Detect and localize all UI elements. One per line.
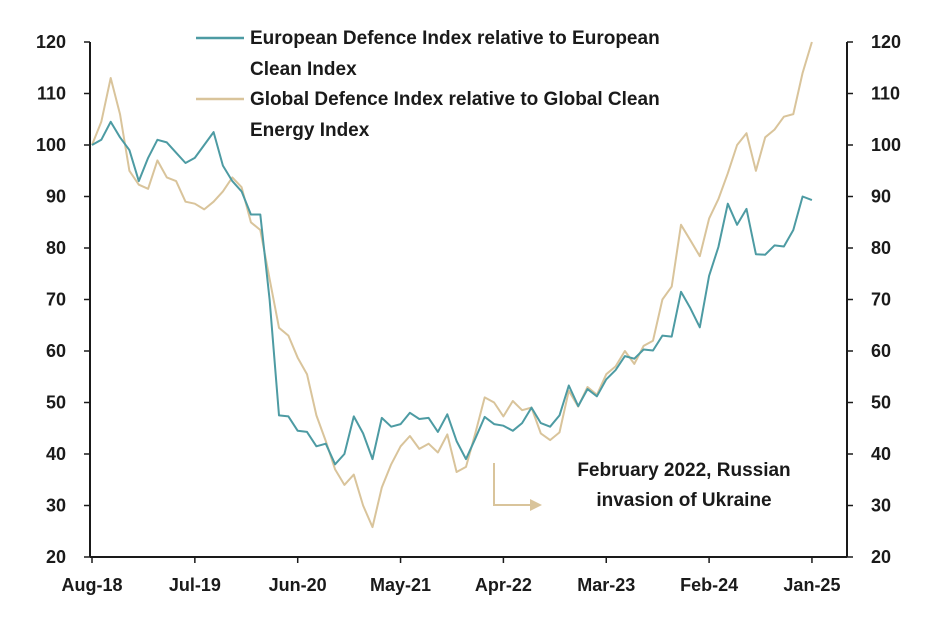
annotation-line-2: invasion of Ukrainе	[596, 490, 771, 511]
x-tick-label: May-21	[370, 575, 431, 595]
left-y-tick-label: 100	[36, 135, 66, 155]
left-y-tick-label: 90	[46, 187, 66, 207]
right-y-tick-label: 30	[871, 496, 891, 516]
x-tick-label: Mar-23	[577, 575, 635, 595]
right-y-tick-label: 100	[871, 135, 901, 155]
left-y-tick-label: 60	[46, 341, 66, 361]
right-y-tick-label: 90	[871, 187, 891, 207]
legend-label-european-line1: European Defence Index relative to Europ…	[250, 28, 660, 49]
left-y-tick-label: 110	[37, 84, 66, 104]
legend-label-global-line1: Global Defence Index relative to Global …	[250, 89, 660, 110]
left-y-tick-label: 80	[46, 238, 66, 258]
series-line-global: Global Defence Index relative to Global …	[91, 41, 813, 529]
x-tick-label: Jan-25	[783, 575, 840, 595]
series-layer: Global Defence Index relative to Global …	[91, 41, 813, 529]
right-y-tick-label: 110	[871, 84, 900, 104]
left-y-tick-label: 50	[46, 393, 66, 413]
legend-label-global-line2: Energy Index	[250, 120, 370, 141]
right-y-tick-label: 60	[871, 341, 891, 361]
x-axis: Aug-18 Jul-19 Jun-20 May-21 Apr-22 Mar-23 Feb-…	[61, 556, 847, 595]
annotation-arrowhead	[530, 499, 542, 511]
right-y-tick-label: 120	[871, 32, 901, 52]
right-y-tick-label: 80	[871, 238, 891, 258]
x-tick-label: Jul-19	[169, 575, 221, 595]
right-y-tick-label: 40	[871, 444, 891, 464]
annotation-line-1: February 2022, Russian	[577, 460, 790, 481]
left-y-tick-label: 40	[46, 444, 66, 464]
left-y-axis: 20 30 40 50 60 70 80 90 100 110 120	[36, 32, 91, 567]
x-tick-label: Jun-20	[269, 575, 327, 595]
annotation-arrow	[493, 463, 534, 506]
legend: European Defence Index relative to Europ…	[196, 28, 660, 141]
x-tick-label: Aug-18	[61, 575, 122, 595]
right-y-axis: 20 30 40 50 60 70 80 90 100 110 120	[846, 32, 901, 567]
right-y-tick-label: 50	[871, 393, 891, 413]
x-tick-label: Feb-24	[680, 575, 738, 595]
right-y-tick-label: 20	[871, 547, 891, 567]
left-y-tick-label: 30	[46, 496, 66, 516]
legend-label-european-line2: Clean Index	[250, 59, 357, 80]
invasion-annotation: February 2022, Russian invasion of Ukrai…	[493, 460, 791, 511]
left-y-tick-label: 70	[46, 290, 66, 310]
left-y-tick-label: 120	[36, 32, 66, 52]
right-y-tick-label: 70	[871, 290, 891, 310]
x-tick-label: Apr-22	[475, 575, 532, 595]
left-y-tick-label: 20	[46, 547, 66, 567]
series-line-european: European Defence Index relative to Europ…	[91, 120, 813, 466]
